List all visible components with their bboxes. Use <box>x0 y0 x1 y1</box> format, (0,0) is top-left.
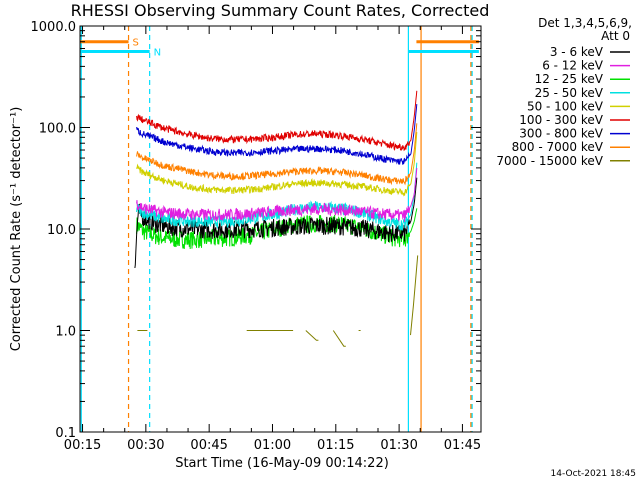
chart-title: RHESSI Observing Summary Count Rates, Co… <box>71 1 490 20</box>
series-layer <box>134 90 419 347</box>
series-line-800-7000-keV <box>136 123 418 186</box>
x-tick-label: 01:30 <box>380 438 417 453</box>
legend-label-0: 3 - 6 keV <box>550 45 604 59</box>
legend-label-6: 300 - 800 keV <box>519 127 603 141</box>
series-line-25-50-keV <box>136 162 418 231</box>
y-tick-label: 0.1 <box>55 426 76 441</box>
legend-label-4: 50 - 100 keV <box>527 99 604 113</box>
series-line-3-6-keV <box>134 177 418 269</box>
axes: 00:15 00:30 00:45 01:00 01:15 01:30 01:45 0.1 1.… <box>31 20 482 453</box>
legend-label-1: 6 - 12 keV <box>542 59 604 73</box>
state-bar-label-0: S <box>133 38 139 49</box>
series-line-6-12-keV <box>136 167 418 222</box>
x-axis-label: Start Time (16-May-09 00:14:22) <box>175 456 389 471</box>
x-tick-label: 00:30 <box>127 438 164 453</box>
state-bar-label-1: N <box>154 48 161 59</box>
series-line-100-300-keV <box>136 90 418 152</box>
date-stamp: 14-Oct-2021 18:45 <box>551 469 636 479</box>
y-tick-label: 10.0 <box>47 223 76 238</box>
legend-label-2: 12 - 25 keV <box>535 72 604 86</box>
y-axis-label: Corrected Count Rate (s⁻¹ detector⁻¹) <box>9 107 24 352</box>
series-line-12-25-keV <box>136 208 418 250</box>
legend-header-line1: Det 1,3,4,5,6,9, <box>538 16 632 30</box>
legend-label-8: 7000 - 15000 keV <box>496 154 603 168</box>
x-tick-label: 00:15 <box>64 438 101 453</box>
attenuator-bars: SN <box>80 38 479 59</box>
series-line-300-800-keV <box>136 104 418 165</box>
x-tick-label: 01:45 <box>444 438 481 453</box>
series-line-7000-15000-keV <box>137 255 419 347</box>
legend-label-7: 800 - 7000 keV <box>512 140 604 154</box>
legend-label-5: 100 - 300 keV <box>519 113 603 127</box>
x-tick-label: 00:45 <box>190 438 227 453</box>
legend-header-line2: Att 0 <box>601 29 630 43</box>
y-tick-label: 1000.0 <box>31 20 77 35</box>
legend-label-3: 25 - 50 keV <box>535 86 604 100</box>
series-line-50-100-keV <box>136 132 418 197</box>
x-tick-label: 01:00 <box>254 438 291 453</box>
y-tick-label: 1.0 <box>55 325 76 340</box>
x-tick-label: 01:15 <box>317 438 354 453</box>
y-tick-label: 100.0 <box>39 122 76 137</box>
